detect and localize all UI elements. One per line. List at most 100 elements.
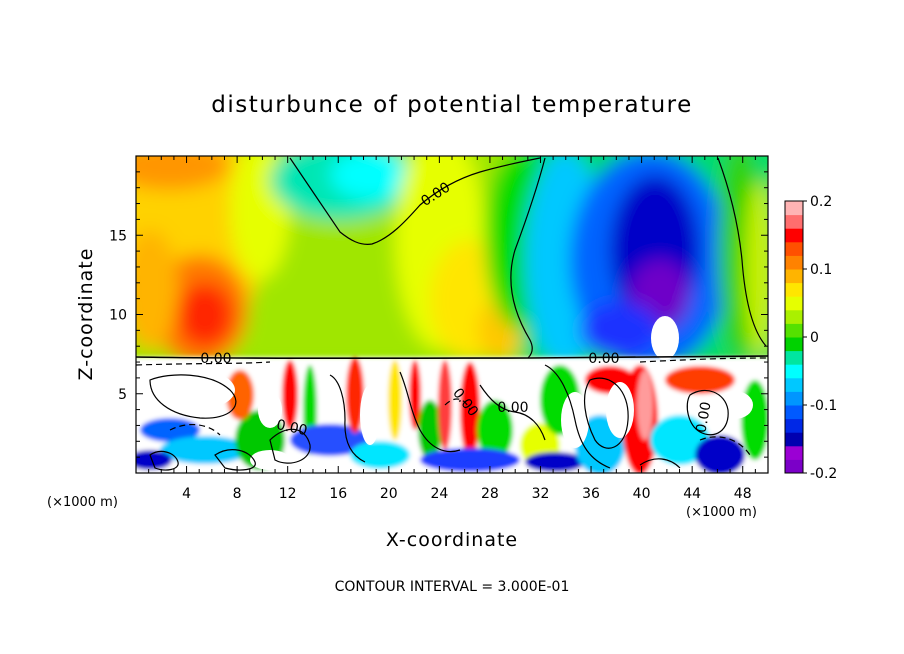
colorbar-segment [785,337,803,352]
colorbar-segment [785,364,803,379]
colorbar-tick-label: 0 [810,330,819,346]
contour-interval-note: CONTOUR INTERVAL = 3.000E-01 [335,579,570,595]
contour-line [329,374,366,463]
x-tick-label: 12 [279,486,297,502]
colorbar-segment [785,432,803,447]
colorbar: 0.2 0.1 0 -0.1 -0.2 [784,194,837,482]
field-blob [665,366,735,394]
colorbar-segment [785,445,803,460]
x-tick-label: 8 [233,486,242,502]
contour-label: 0.00 [588,351,619,367]
field-blob [741,380,768,460]
x-tick-label: 48 [734,486,752,502]
colorbar-segment [785,296,803,311]
field-blob [330,156,410,200]
contour-line [136,355,768,360]
contour-line [479,384,546,441]
field-blob [346,357,364,433]
x-tick-label: 36 [582,486,600,502]
colorbar-tick-label: -0.1 [810,398,837,414]
colorbar-segment [785,391,803,406]
z-axis-unit: (×1000 m) [47,495,118,510]
colorbar-segment [785,405,803,420]
colorbar-segment [785,418,803,433]
heatmap-field: 0.00 0.00 0.00 0.00 0.00 0.00 0.00 [136,156,768,473]
contour-label: 0.00 [497,400,528,416]
field-blob [695,435,745,473]
contour-line [399,371,461,453]
field-blob [745,180,768,360]
field-blob [388,360,402,440]
field-blob [606,382,634,438]
field-blob [258,392,282,428]
contour-lines [136,157,768,471]
y-tick-label: 10 [109,308,127,324]
x-tick-label: 4 [182,486,191,502]
colorbar-segment [785,269,803,284]
field-blob [418,400,442,460]
field-blob [360,385,380,445]
field-blob [637,370,653,440]
contour-label: 0.00 [693,401,714,434]
colorbar-tick-label: 0.2 [810,194,832,210]
contour-label: 0.00 [200,351,231,367]
field-blob [350,441,410,469]
upper-layer [136,156,768,370]
contour-line [289,157,541,245]
colorbar-segment [785,241,803,256]
field-blob [409,360,421,430]
contour-line [444,398,471,411]
field-blob [282,360,298,430]
field-blob [155,370,235,410]
field-blob [477,400,513,460]
x-tick-label: 44 [683,486,701,502]
colorbar-tick-label: 0.1 [810,262,832,278]
colorbar-segment [785,228,803,243]
x-axis-title: X-coordinate [386,529,518,551]
y-tick-label: 5 [118,387,127,403]
y-axis-ticks: 5 10 15 [109,171,768,458]
field-blob [136,156,230,190]
contour-line [149,374,237,419]
x-tick-label: 24 [430,486,448,502]
field-blob [525,452,585,472]
field-blob [226,370,254,420]
colorbar-segment [785,350,803,365]
field-blob [177,283,233,347]
colorbar-segment [785,459,803,474]
x-tick-label: 16 [329,486,347,502]
contour-line [639,458,681,469]
colorbar-segment [785,214,803,229]
field-blob [136,230,178,350]
contour-line [686,389,729,436]
x-tick-label: 32 [532,486,550,502]
colorbar-segment [785,201,803,216]
contour-line [136,361,271,366]
contour-label: 0.00 [275,417,309,439]
x-tick-label: 28 [481,486,499,502]
contour-line [169,423,221,436]
colorbar-segment [785,377,803,392]
contour-line [584,377,629,449]
colorbar-segment [785,323,803,338]
field-blob [160,436,250,464]
colorbar-segment [785,309,803,324]
field-blob [651,316,679,360]
colorbar-tick-label: -0.2 [810,466,837,482]
y-tick-label: 15 [109,228,127,244]
colorbar-segment [785,255,803,270]
x-tick-label: 20 [380,486,398,502]
y-axis-title: Z-coordinate [75,248,97,381]
contour-line [510,157,546,359]
contour-line [544,364,611,469]
contour-labels: 0.00 0.00 0.00 0.00 0.00 0.00 0.00 [200,179,714,439]
contour-line [639,357,768,363]
field-blob [136,450,172,470]
x-axis-ticks: 4 8 12 16 20 24 28 32 36 40 44 48 [148,156,756,502]
chart-title: disturbunce of potential temperature [211,92,693,118]
field-blob [250,450,290,470]
contour-line [699,436,751,456]
contour-line [214,449,256,471]
field-blob [717,391,753,419]
